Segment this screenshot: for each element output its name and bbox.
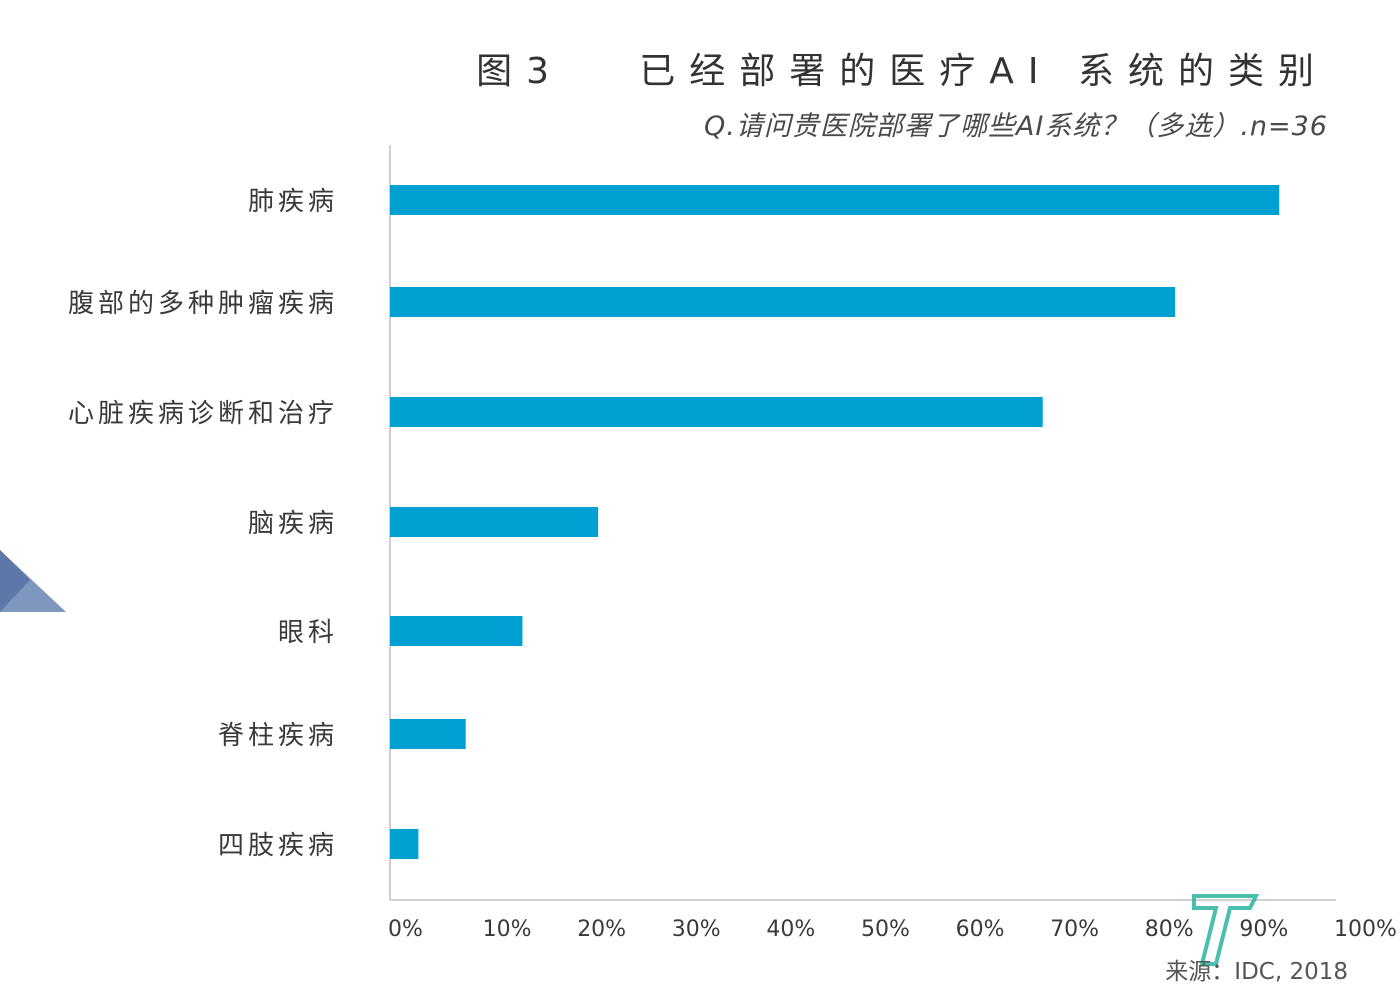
bar-7 [390,829,419,859]
x-tick-label-8: 80% [1145,917,1194,942]
category-label-2: 腹部的多种肿瘤疾病 [68,289,338,319]
chart-subtitle: Q.请问贵医院部署了哪些AI系统？（多选）.n=36 [704,111,1328,142]
bar-5 [390,616,523,646]
category-label-5: 眼科 [278,618,338,648]
category-label-1: 肺疾病 [248,187,338,217]
bar-6 [390,719,466,749]
x-tick-label-6: 60% [956,917,1005,942]
x-tick-label-5: 50% [861,917,910,942]
bar-3 [390,397,1043,427]
category-label-4: 脑疾病 [248,509,338,539]
x-tick-label-0: 0% [388,917,423,942]
bar-4 [390,507,599,537]
watermark-logo-icon [1192,894,1260,966]
x-tick-label-3: 30% [672,917,721,942]
chart-title: 图3 已经部署的医疗AI 系统的类别 [476,51,1328,92]
bar-2 [390,287,1176,317]
x-tick-label-2: 20% [577,917,626,942]
x-tick-labels: 0% 10% 20% 30% 40% 50% 60% 70% 80% 90% 100% [388,917,1397,942]
category-label-7: 四肢疾病 [218,831,338,861]
category-label-6: 脊柱疾病 [218,721,338,751]
bars [390,185,1280,859]
x-tick-label-9: 90% [1239,917,1288,942]
x-tick-label-7: 70% [1050,917,1099,942]
category-label-3: 心脏疾病诊断和治疗 [68,399,338,429]
bar-1 [390,185,1280,215]
x-tick-label-10: 100% [1334,917,1397,942]
x-tick-label-4: 40% [766,917,815,942]
decorative-triangle [0,550,66,612]
x-tick-label-1: 10% [483,917,532,942]
source-note: 来源：IDC, 2018 [1165,959,1348,985]
